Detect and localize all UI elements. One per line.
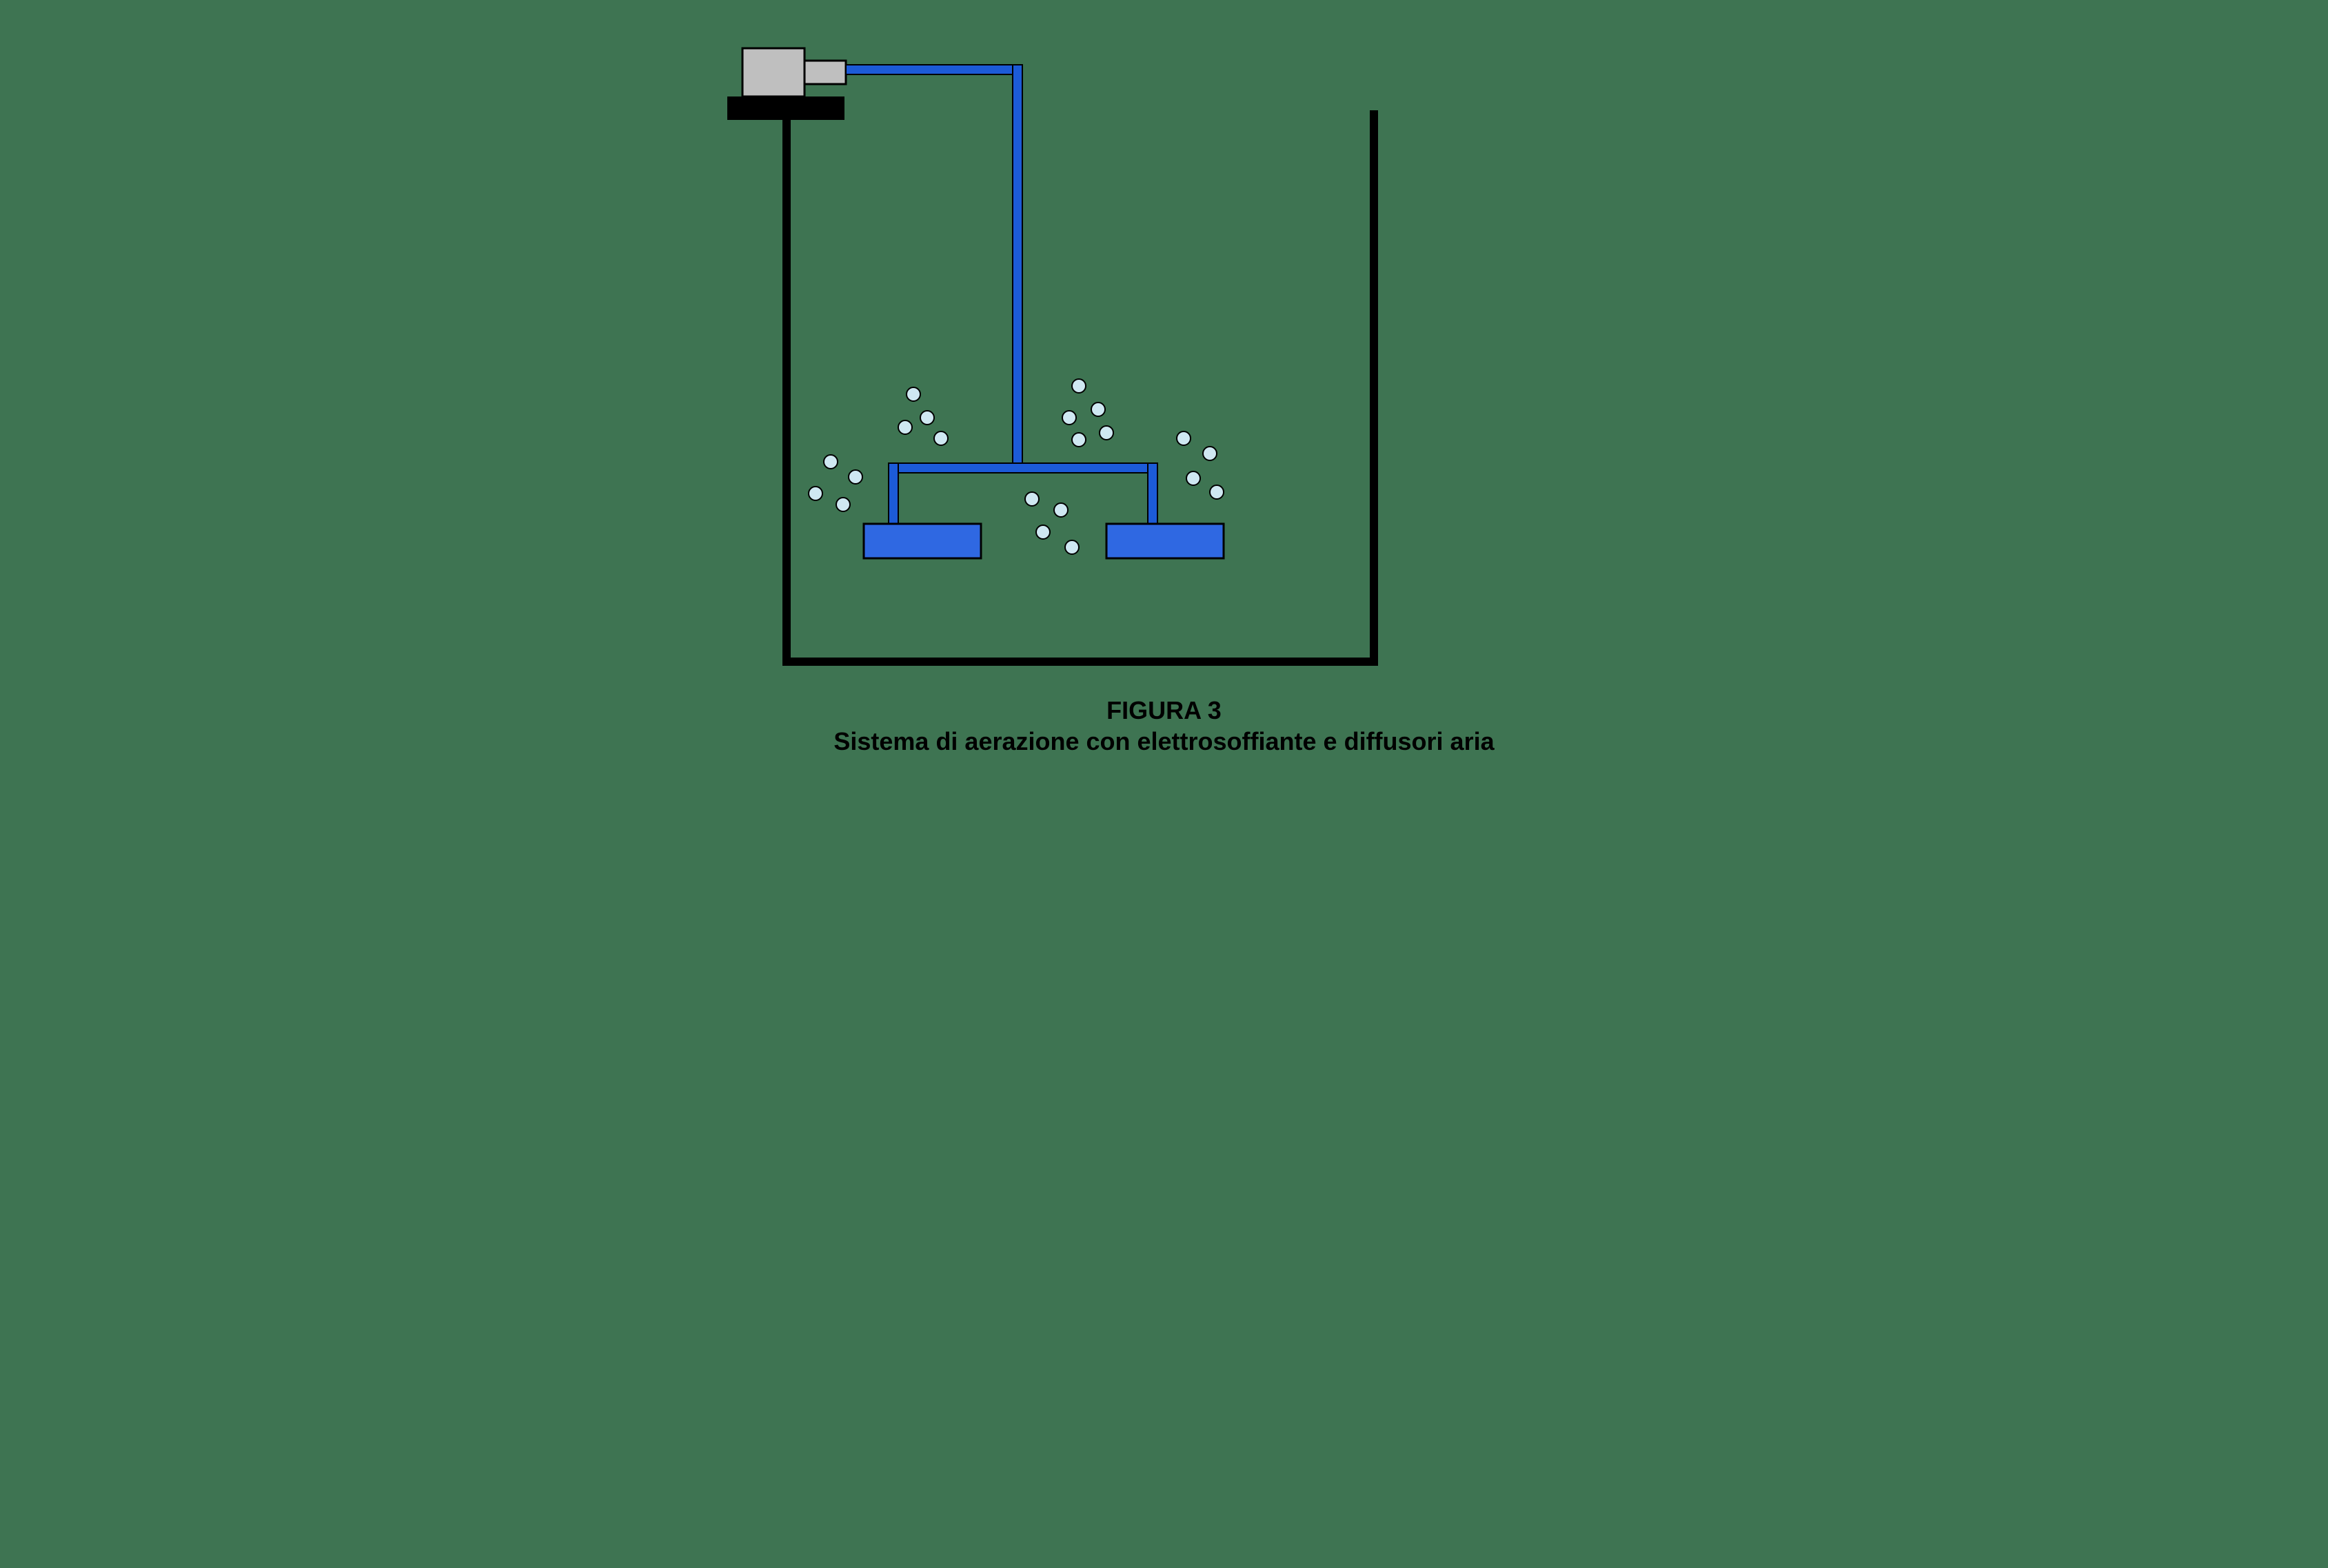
figure-title: Sistema di aerazione con elettrosoffiant… xyxy=(583,727,1746,756)
bubble-6 xyxy=(898,420,912,434)
diagram-canvas: FIGURA 3 Sistema di aerazione con elettr… xyxy=(583,0,1746,784)
diffuser-2 xyxy=(1106,524,1224,558)
pipe-top-horizontal xyxy=(846,65,1020,74)
bubble-2 xyxy=(849,470,862,484)
bubble-21 xyxy=(1210,485,1224,499)
pipe-drop-right xyxy=(1148,463,1157,525)
blower-nozzle xyxy=(804,61,846,84)
bubble-19 xyxy=(1203,447,1217,460)
aeration-diagram xyxy=(583,0,1746,784)
bubble-7 xyxy=(920,411,934,425)
pipe-drop-left xyxy=(889,463,898,525)
pipe-manifold xyxy=(889,463,1157,473)
bubble-11 xyxy=(1091,403,1105,416)
blower-body xyxy=(742,48,804,96)
blower-base xyxy=(727,96,844,120)
bubble-5 xyxy=(907,387,920,401)
bubble-20 xyxy=(1186,471,1200,485)
bubble-17 xyxy=(1065,540,1079,554)
bubble-18 xyxy=(1177,431,1191,445)
figure-number: FIGURA 3 xyxy=(583,696,1746,725)
bubble-13 xyxy=(1100,426,1113,440)
bubble-15 xyxy=(1054,503,1068,517)
bubble-10 xyxy=(1062,411,1076,425)
pipe-vertical-main xyxy=(1013,65,1022,470)
bubble-16 xyxy=(1036,525,1050,539)
bubble-4 xyxy=(836,498,850,511)
bubble-1 xyxy=(824,455,838,469)
bubble-14 xyxy=(1025,492,1039,506)
bubble-3 xyxy=(809,487,822,500)
bubble-12 xyxy=(1072,433,1086,447)
bubble-9 xyxy=(1072,379,1086,393)
bubble-8 xyxy=(934,431,948,445)
diffuser-1 xyxy=(864,524,981,558)
